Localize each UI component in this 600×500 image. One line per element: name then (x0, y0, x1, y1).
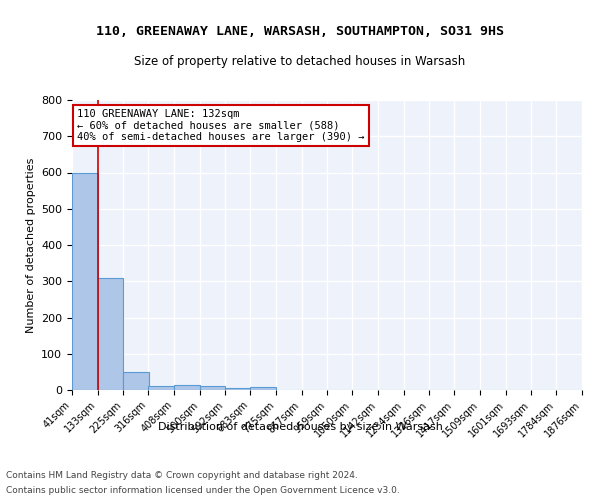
Text: Contains HM Land Registry data © Crown copyright and database right 2024.: Contains HM Land Registry data © Crown c… (6, 471, 358, 480)
Text: 110, GREENAWAY LANE, WARSASH, SOUTHAMPTON, SO31 9HS: 110, GREENAWAY LANE, WARSASH, SOUTHAMPTO… (96, 25, 504, 38)
Bar (174, 386, 200, 390)
Bar (250, 388, 276, 390)
Bar (225, 388, 251, 390)
Bar (72, 172, 98, 390)
Bar (200, 386, 225, 390)
Bar (148, 386, 174, 390)
Text: Contains public sector information licensed under the Open Government Licence v3: Contains public sector information licen… (6, 486, 400, 495)
Text: Distribution of detached houses by size in Warsash: Distribution of detached houses by size … (158, 422, 442, 432)
Y-axis label: Number of detached properties: Number of detached properties (26, 158, 35, 332)
Text: Size of property relative to detached houses in Warsash: Size of property relative to detached ho… (134, 55, 466, 68)
Text: 110 GREENAWAY LANE: 132sqm
← 60% of detached houses are smaller (588)
40% of sem: 110 GREENAWAY LANE: 132sqm ← 60% of deta… (77, 108, 365, 142)
Bar (123, 372, 149, 390)
Bar (98, 278, 123, 390)
